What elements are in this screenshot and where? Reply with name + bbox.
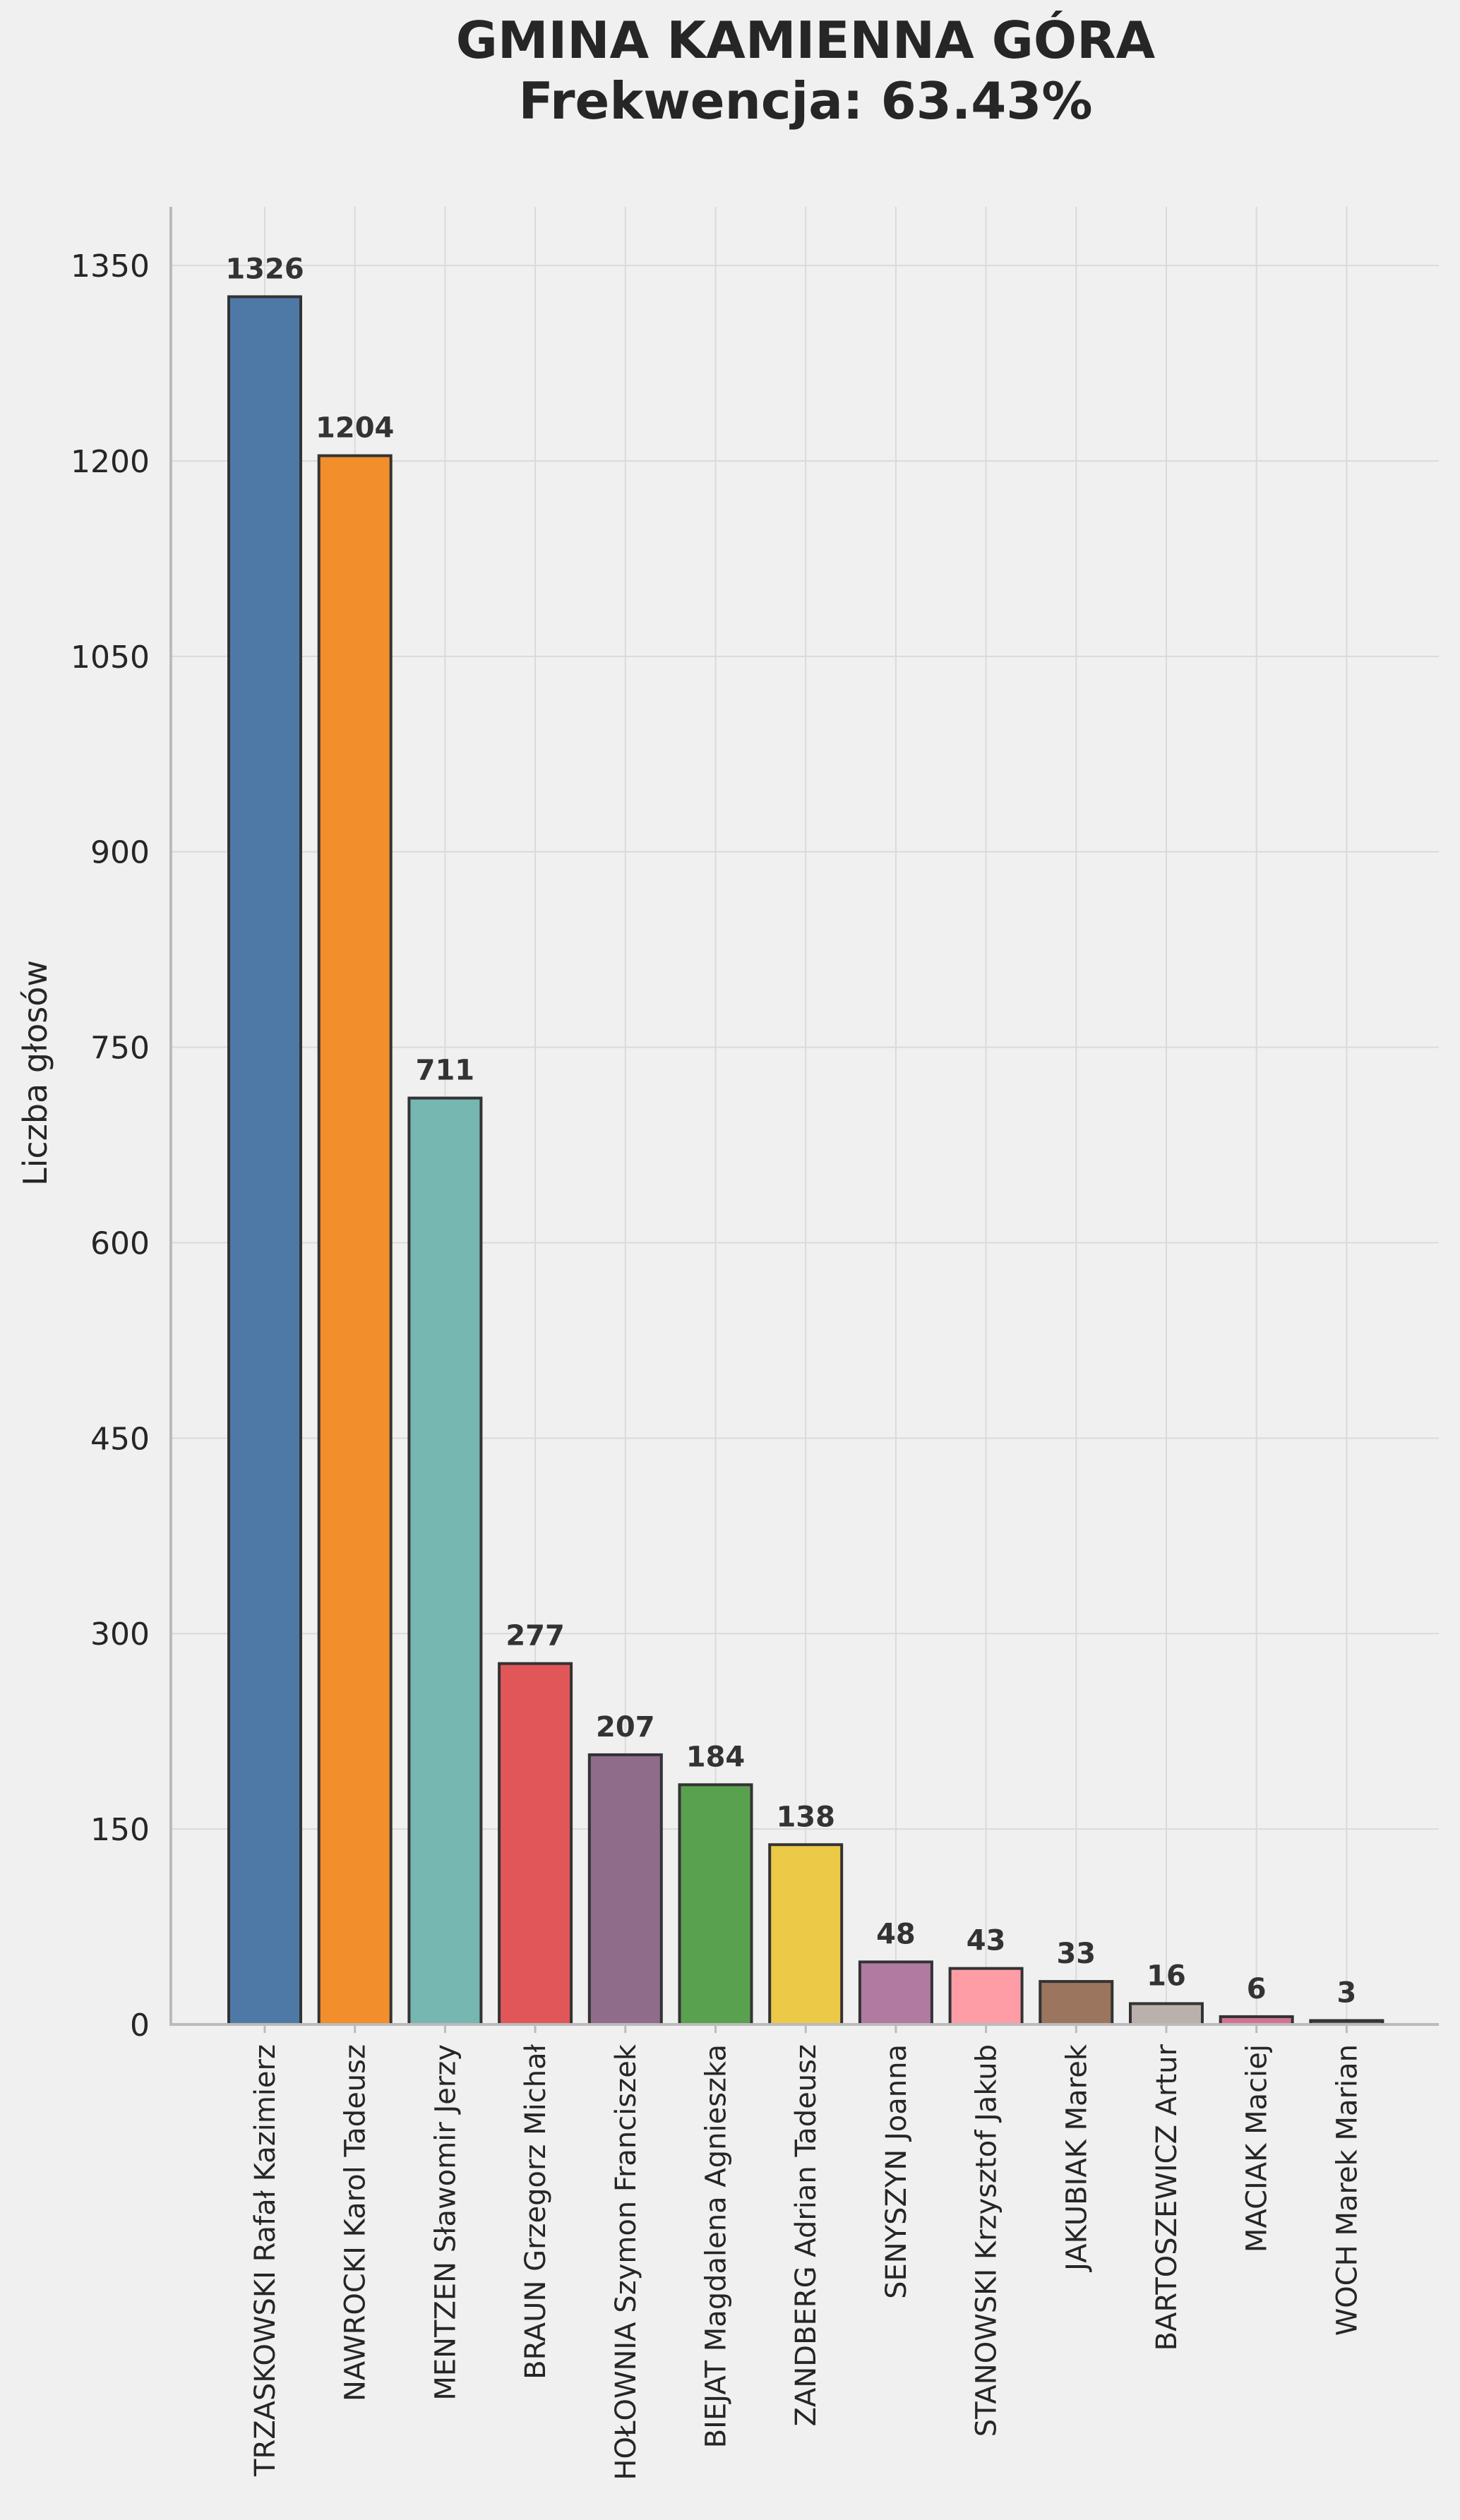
bar-value-label: 3 <box>1336 1976 1356 2009</box>
bar-value-label: 711 <box>416 1055 475 1087</box>
bar-value-label: 6 <box>1247 1973 1267 2005</box>
bar <box>407 1096 483 2026</box>
chart-title: GMINA KAMIENNA GÓRA <box>456 11 1156 70</box>
y-tick-label: 150 <box>90 1812 150 1848</box>
x-tick-label: MENTZEN Sławomir Jerzy <box>429 2044 462 2401</box>
y-tick-label: 600 <box>90 1225 150 1261</box>
y-tick-label: 300 <box>90 1616 150 1652</box>
x-tick-label: SENYSZYN Joanna <box>880 2044 913 2299</box>
bar <box>587 1753 663 2027</box>
bar-value-label: 1326 <box>225 253 304 285</box>
x-tick-label: BIEJAT Magdalena Agnieszka <box>700 2044 733 2448</box>
bar <box>1129 2002 1204 2027</box>
x-tick-label: NAWROCKI Karol Tadeusz <box>340 2044 372 2401</box>
bar <box>1039 1980 1114 2026</box>
y-tick-label: 0 <box>130 2008 150 2044</box>
bar-value-label: 138 <box>776 1801 835 1833</box>
bar <box>678 1783 753 2026</box>
bars-layer <box>227 295 1384 2027</box>
x-tick-label: WOCH Marek Marian <box>1331 2044 1363 2336</box>
y-tick-label: 1200 <box>71 444 150 480</box>
x-tick-label: JAKUBIAK Marek <box>1060 2044 1093 2273</box>
bar <box>948 1967 1024 2026</box>
bar-value-label: 277 <box>505 1620 565 1652</box>
y-tick-label: 1050 <box>71 640 150 676</box>
bar-value-label: 48 <box>876 1918 916 1950</box>
bar-value-label: 207 <box>596 1711 655 1744</box>
y-tick-label: 450 <box>90 1421 150 1457</box>
bar-value-label: 43 <box>967 1925 1006 1957</box>
bar <box>317 454 393 2026</box>
bar-value-label: 184 <box>686 1741 746 1773</box>
x-tick-label: ZANDBERG Adrian Tadeusz <box>790 2044 822 2426</box>
bar <box>498 1662 573 2026</box>
x-tick-labels-layer: TRZASKOWSKI Rafał Kazimierz NAWROCKI Karo… <box>249 2044 1363 2480</box>
bar <box>768 1843 844 2026</box>
x-tick-label: HOŁOWNIA Szymon Franciszek <box>610 2044 642 2480</box>
bar-value-label: 33 <box>1056 1938 1096 1970</box>
y-axis-label: Liczba głosów <box>16 960 54 1186</box>
x-tick-label: BRAUN Grzegorz Michał <box>520 2044 552 2379</box>
y-tick-labels-layer: 0 150 300 450 600 750 900 1050 1200 1350 <box>71 248 150 2044</box>
y-tick-label: 1350 <box>71 248 150 284</box>
x-tick-label: TRZASKOWSKI Rafał Kazimierz <box>249 2044 282 2477</box>
y-tick-label: 750 <box>90 1031 150 1067</box>
x-tick-label: STANOWSKI Krzysztof Jakub <box>971 2044 1003 2437</box>
x-tick-label: BARTOSZEWICZ Artur <box>1151 2044 1183 2351</box>
chart-subtitle: Frekwencja: 63.43% <box>518 71 1092 131</box>
bar <box>227 295 302 2027</box>
bar-value-label: 16 <box>1147 1960 1186 1992</box>
y-tick-label: 900 <box>90 835 150 871</box>
axes-layer <box>169 207 1439 2033</box>
x-tick-label: MACIAK Maciej <box>1241 2044 1274 2252</box>
value-labels-layer: 1326 1204 711 277 207 184 138 48 43 33 16 6 3 <box>225 253 1356 2009</box>
bar-value-label: 1204 <box>316 412 394 445</box>
bar <box>858 1960 933 2027</box>
